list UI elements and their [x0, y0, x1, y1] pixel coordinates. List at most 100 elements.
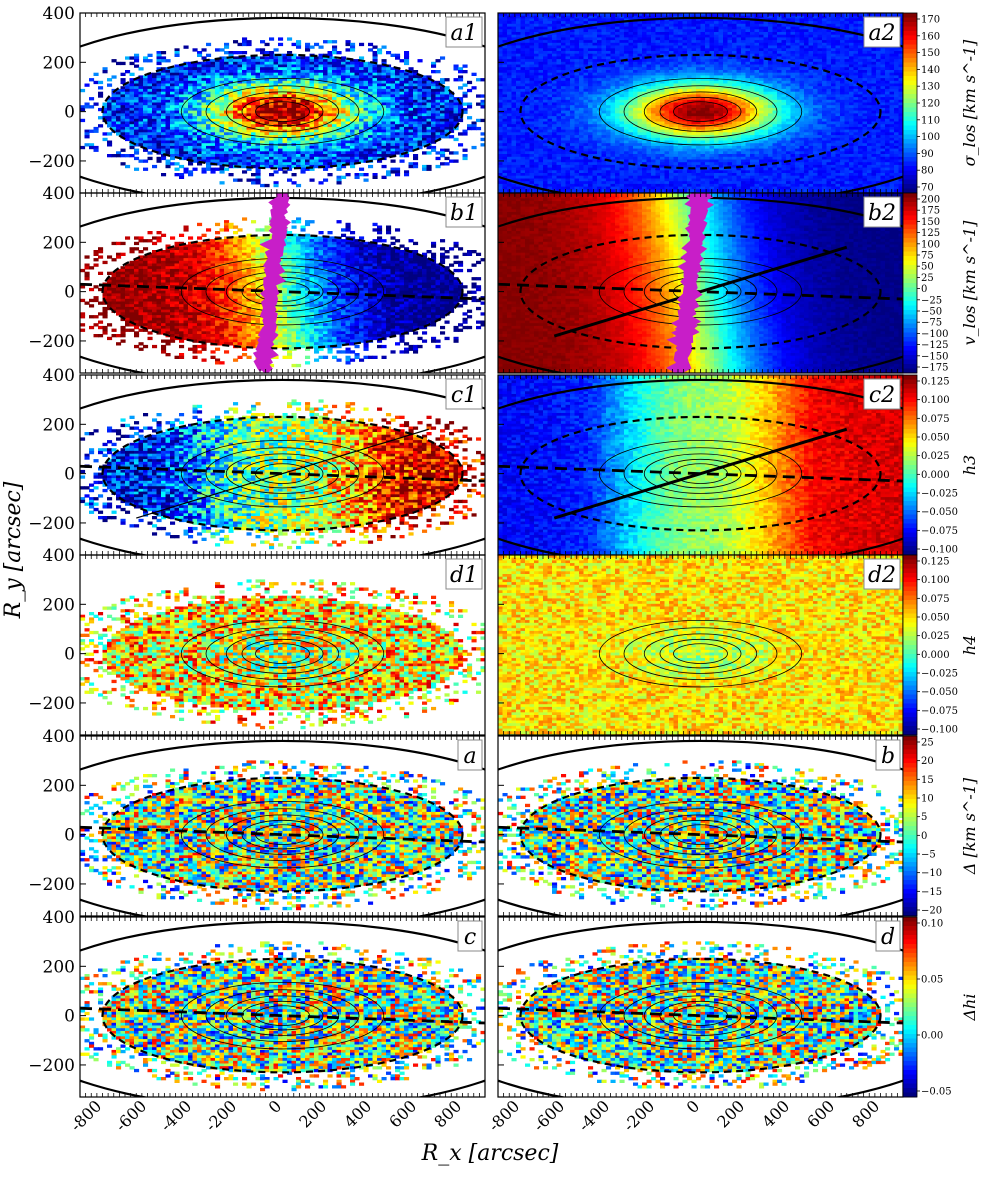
panel-b2: b2 — [419, 193, 982, 385]
colorbar-label: h4 — [960, 635, 979, 655]
panel-d: d — [419, 917, 982, 1109]
colorbar-tick-label: 0.05 — [921, 975, 943, 986]
y-tick-label: 400 — [43, 727, 75, 747]
colorbar-tick-label: 70 — [921, 183, 934, 194]
colorbar-tick-label: 0.10 — [921, 919, 943, 930]
y-tick-label: 0 — [64, 645, 75, 665]
x-tick-label: -600 — [529, 1096, 568, 1135]
colorbar-tick-label: 100 — [921, 132, 940, 143]
colorbar-tick-label: 0.125 — [921, 377, 950, 388]
y-tick-label: 200 — [43, 53, 75, 73]
y-tick-label: −200 — [28, 332, 75, 352]
colorbar-tick-label: 75 — [921, 251, 934, 262]
colorbar-tick-label: −0.050 — [921, 687, 958, 698]
colorbar-tick-label: 0.00 — [921, 1031, 943, 1042]
colorbar-row-5: 0.10 0.05 0.00 −0.05 Δhi — [903, 917, 979, 1098]
colorbar-tick-label: 0 — [921, 284, 927, 295]
colorbar-tick-label: −0.075 — [921, 526, 958, 537]
panel-label: c — [458, 921, 482, 951]
colorbar-tick-label: 0.075 — [921, 414, 950, 425]
colorbar-tick-label: 0.125 — [921, 557, 950, 568]
colorbar-tick-label: 150 — [921, 217, 940, 228]
panel-label: a2 — [864, 17, 900, 47]
colorbar-tick-label: 200 — [921, 195, 940, 206]
colorbar-tick-label: −20 — [921, 906, 942, 917]
x-tick-label: 800 — [430, 1096, 465, 1131]
colorbar-tick-label: 90 — [921, 149, 934, 160]
x-tick-label: 200 — [713, 1096, 748, 1131]
x-tick-label: 400 — [758, 1096, 793, 1131]
x-tick-label: 600 — [385, 1096, 420, 1131]
colorbar-tick-label: 0.100 — [921, 395, 950, 406]
colorbar-tick-label: 25 — [921, 738, 934, 749]
x-tick-label: 200 — [295, 1096, 330, 1131]
colorbar-tick-label: 150 — [921, 48, 940, 59]
colorbar-tick-label: 0.025 — [921, 451, 950, 462]
colorbar-tick-label: −5 — [921, 850, 936, 861]
panel-label: b — [876, 740, 900, 770]
x-tick-label: -200 — [619, 1096, 658, 1135]
x-tick-label: -600 — [111, 1096, 150, 1135]
y-tick-label: 200 — [43, 233, 75, 253]
colorbar-tick-label: −150 — [921, 351, 948, 362]
colorbar-tick-label: 10 — [921, 794, 934, 805]
colorbar-label: Δhi — [960, 994, 979, 1022]
colorbar-tick-label: −75 — [921, 318, 942, 329]
y-tick-label: 400 — [43, 4, 75, 24]
y-tick-label: 200 — [43, 776, 75, 796]
x-axis-label: R_x [arcsec] — [421, 1141, 559, 1166]
panel-d2: d2 — [498, 555, 904, 737]
y-tick-label: 400 — [43, 908, 75, 928]
colorbar-label: σ_los [km s^-1] — [960, 39, 979, 166]
colorbar-tick-label: 20 — [921, 756, 934, 767]
y-tick-label: −200 — [28, 1056, 75, 1076]
colorbar-tick-label: 110 — [921, 115, 940, 126]
panel-label: d — [876, 921, 900, 951]
colorbar-row-3: 0.1250.1000.0750.0500.0250.000−0.025−0.0… — [903, 555, 979, 736]
colorbar-tick-label: 80 — [921, 166, 934, 177]
x-tick-label: 600 — [803, 1096, 838, 1131]
colorbar-tick-label: −0.050 — [921, 507, 958, 518]
colorbar-tick-label: −15 — [921, 887, 942, 898]
panel-c2: c2 — [419, 375, 982, 567]
y-tick-label: 200 — [43, 595, 75, 615]
colorbar-tick-label: 0.100 — [921, 575, 950, 586]
x-tick-label: -200 — [201, 1096, 240, 1135]
colorbar-tick-label: 175 — [921, 206, 940, 217]
colorbar-tick-label: 170 — [921, 15, 940, 26]
colorbar-tick-label: 0.050 — [921, 613, 950, 624]
colorbar-tick-label: 125 — [921, 228, 940, 239]
y-tick-label: 0 — [64, 283, 75, 303]
colorbar-tick-label: −10 — [921, 868, 942, 879]
y-tick-label: −200 — [28, 152, 75, 172]
colorbar-tick-label: 15 — [921, 775, 934, 786]
y-tick-label: 200 — [43, 415, 75, 435]
y-tick-label: 200 — [43, 957, 75, 977]
colorbar-tick-label: −0.025 — [921, 489, 958, 500]
y-axis-label: R_y [arcsec] — [1, 481, 26, 619]
colorbar-tick-label: −0.05 — [921, 1087, 952, 1098]
y-tick-label: 0 — [64, 826, 75, 846]
colorbar-tick-label: −0.075 — [921, 706, 958, 717]
panel-label: b1 — [446, 197, 482, 227]
colorbar-tick-label: 0.000 — [921, 650, 950, 661]
colorbar-row-2: 0.1250.1000.0750.0500.0250.000−0.025−0.0… — [903, 375, 979, 556]
x-tick-label: 0 — [683, 1096, 704, 1117]
y-tick-label: −200 — [28, 875, 75, 895]
colorbar-label: Δ [km s^-1] — [960, 777, 979, 875]
x-tick-label: 800 — [848, 1096, 883, 1131]
colorbar-tick-label: 25 — [921, 273, 934, 284]
panel-label: b2 — [864, 197, 900, 227]
svg-text:a1: a1 — [450, 21, 477, 46]
y-tick-label: 0 — [64, 465, 75, 485]
colorbar-tick-label: −50 — [921, 307, 942, 318]
colorbar-tick-label: 50 — [921, 262, 934, 273]
panel-label: a1 — [446, 17, 482, 47]
